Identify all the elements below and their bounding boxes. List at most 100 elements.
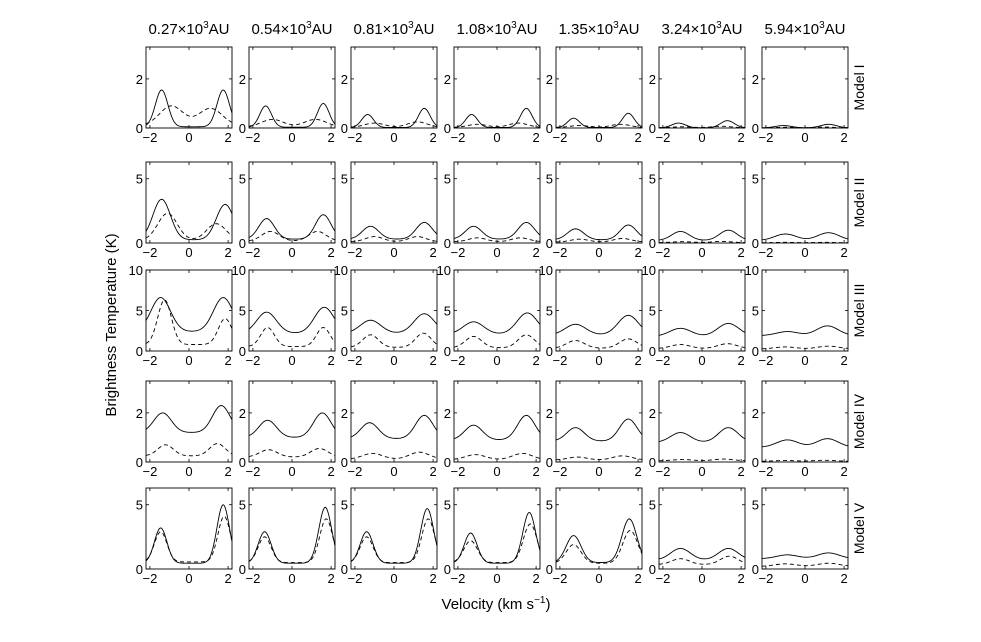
panel-frame <box>659 47 745 128</box>
y-tick-label: 2 <box>136 406 143 421</box>
panel-frame <box>454 162 540 243</box>
panel-frame <box>249 270 335 351</box>
panel-frame <box>659 488 745 569</box>
x-axis-label: Velocity (km s−1) <box>442 595 551 613</box>
y-tick-label: 0 <box>239 344 246 359</box>
series-solid-line <box>351 509 437 564</box>
series-solid-line <box>249 307 335 332</box>
x-tick-label: −2 <box>450 130 465 145</box>
series-solid-line <box>762 326 848 335</box>
row-label-model-5: Model V <box>851 502 867 554</box>
panel-frame <box>351 162 437 243</box>
y-tick-label: 5 <box>444 172 451 187</box>
y-tick-label: 5 <box>752 172 759 187</box>
x-tick-label: −2 <box>245 130 260 145</box>
y-tick-label: 0 <box>649 236 656 251</box>
x-tick-label: 0 <box>493 571 500 586</box>
x-tick-label: −2 <box>758 571 773 586</box>
y-tick-label: 5 <box>649 172 656 187</box>
panel-frame <box>762 270 848 351</box>
x-tick-label: 0 <box>801 130 808 145</box>
y-tick-label: 0 <box>752 121 759 136</box>
x-tick-label: 2 <box>634 571 641 586</box>
x-tick-label: 0 <box>801 353 808 368</box>
x-tick-label: 2 <box>737 571 744 586</box>
panel-frame <box>351 381 437 462</box>
column-header-c7: 5.94×103AU <box>764 20 845 38</box>
series-dashed-line <box>249 519 335 563</box>
y-tick-label: 2 <box>341 72 348 87</box>
x-tick-label: 0 <box>185 245 192 260</box>
y-tick-label: 0 <box>752 455 759 470</box>
y-tick-label: 0 <box>444 562 451 577</box>
series-solid-line <box>249 215 335 239</box>
x-tick-label: −2 <box>758 464 773 479</box>
y-tick-label: 2 <box>239 406 246 421</box>
x-tick-label: −2 <box>758 353 773 368</box>
series-dashed-line <box>351 333 437 347</box>
x-tick-label: 0 <box>595 571 602 586</box>
y-tick-label: 5 <box>444 304 451 319</box>
x-tick-label: −2 <box>142 353 157 368</box>
y-tick-label: 5 <box>649 498 656 513</box>
y-tick-label: 0 <box>136 455 143 470</box>
x-tick-label: −2 <box>245 245 260 260</box>
series-dashed-line <box>351 519 437 563</box>
x-tick-label: 0 <box>288 464 295 479</box>
x-tick-label: 0 <box>698 571 705 586</box>
y-tick-label: 5 <box>649 304 656 319</box>
x-tick-label: 0 <box>288 353 295 368</box>
panel-frame <box>454 381 540 462</box>
series-dashed-line <box>454 524 540 563</box>
x-tick-label: −2 <box>552 353 567 368</box>
series-dashed-line <box>249 119 335 126</box>
series-solid-line <box>659 230 745 240</box>
row-label-model-2: Model II <box>851 178 867 228</box>
x-tick-label: 2 <box>327 464 334 479</box>
x-tick-label: −2 <box>655 353 670 368</box>
series-dashed-line <box>556 339 642 348</box>
series-dashed-line <box>762 563 848 566</box>
x-tick-label: −2 <box>552 245 567 260</box>
y-tick-label: 5 <box>546 498 553 513</box>
x-tick-label: −2 <box>552 130 567 145</box>
x-tick-label: 0 <box>288 130 295 145</box>
series-solid-line <box>762 553 848 559</box>
series-dashed-line <box>146 444 232 456</box>
panel-frame <box>454 47 540 128</box>
x-tick-label: 2 <box>532 571 539 586</box>
y-tick-label: 0 <box>546 121 553 136</box>
series-solid-line <box>556 225 642 240</box>
y-tick-label: 0 <box>546 344 553 359</box>
series-dashed-line <box>351 122 437 127</box>
series-dashed-line <box>659 556 745 564</box>
x-tick-label: 2 <box>840 245 847 260</box>
y-tick-label: 0 <box>546 455 553 470</box>
x-tick-label: −2 <box>655 245 670 260</box>
series-dashed-line <box>454 335 540 348</box>
x-tick-label: 2 <box>737 245 744 260</box>
y-tick-label: 10 <box>437 263 451 278</box>
x-tick-label: 2 <box>737 464 744 479</box>
panel-frame <box>762 381 848 462</box>
x-tick-label: 0 <box>801 464 808 479</box>
y-tick-label: 10 <box>232 263 246 278</box>
panel-frame <box>146 270 232 351</box>
column-header-c6: 3.24×103AU <box>661 20 742 38</box>
x-tick-label: −2 <box>655 464 670 479</box>
x-tick-label: 2 <box>840 130 847 145</box>
series-solid-line <box>556 419 642 441</box>
x-tick-label: 0 <box>801 571 808 586</box>
x-tick-label: 0 <box>595 464 602 479</box>
y-tick-label: 0 <box>239 121 246 136</box>
y-tick-label: 0 <box>341 455 348 470</box>
